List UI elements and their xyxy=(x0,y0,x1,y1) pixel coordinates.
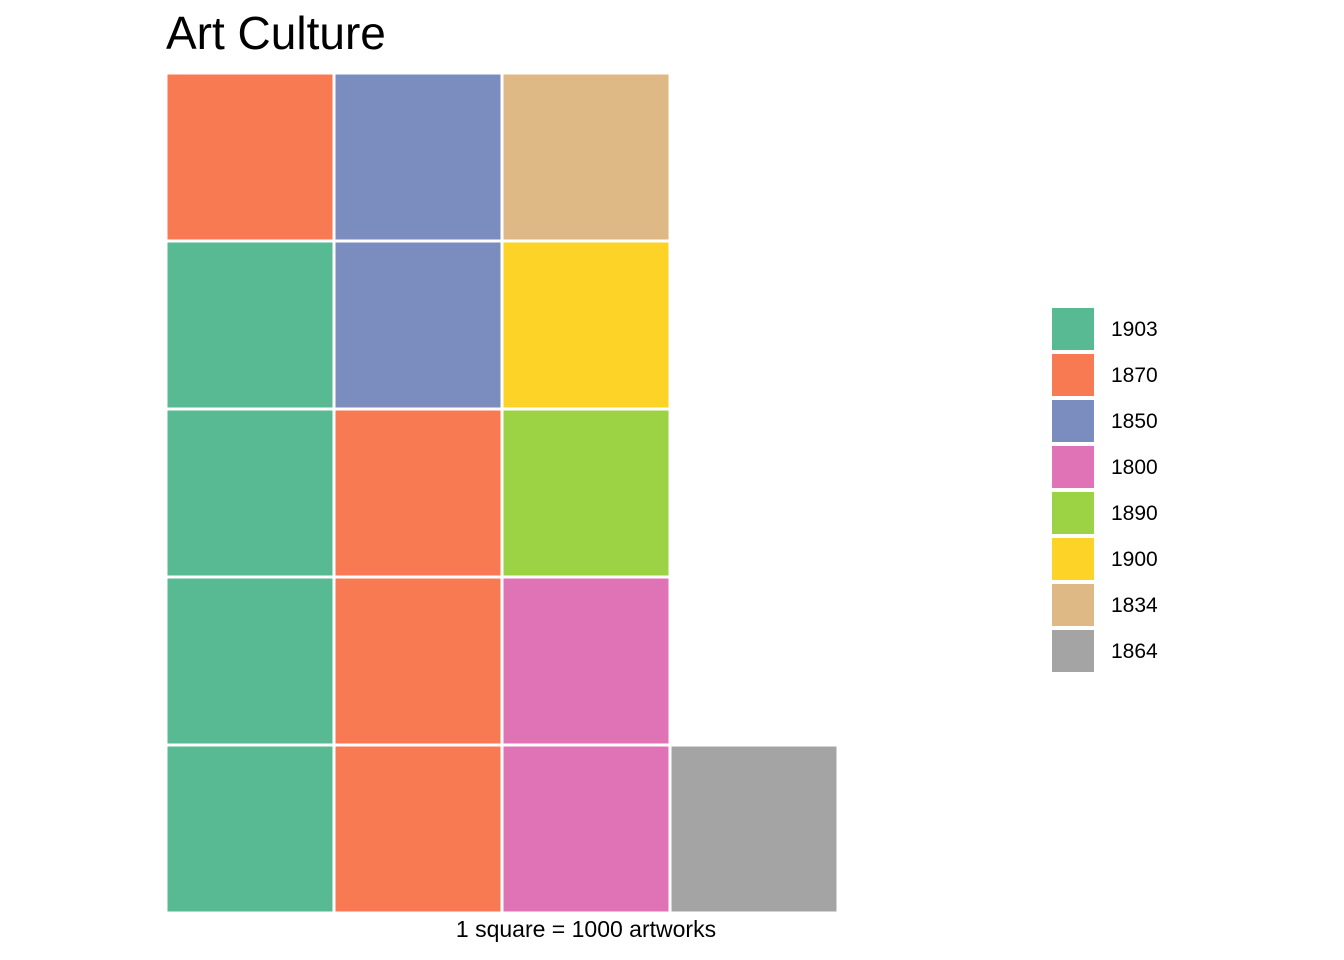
legend-label: 1900 xyxy=(1111,548,1158,571)
waffle-square-1903 xyxy=(167,242,333,408)
legend-label: 1903 xyxy=(1111,318,1158,341)
waffle-square-1864 xyxy=(671,746,837,912)
legend-label: 1800 xyxy=(1111,456,1158,479)
legend-swatch xyxy=(1052,400,1094,442)
waffle-square-1900 xyxy=(503,242,669,408)
legend-swatch xyxy=(1052,538,1094,580)
chart-caption: 1 square = 1000 artworks xyxy=(455,916,717,942)
waffle-square-1870 xyxy=(167,74,333,240)
legend-label: 1864 xyxy=(1111,640,1158,663)
waffle-square-1903 xyxy=(167,578,333,744)
waffle-square-1870 xyxy=(335,578,501,744)
waffle-square-1870 xyxy=(335,410,501,576)
waffle-square-1850 xyxy=(335,242,501,408)
legend-label: 1850 xyxy=(1111,410,1158,433)
waffle-square-1870 xyxy=(335,746,501,912)
waffle-square-1903 xyxy=(167,410,333,576)
legend-swatch xyxy=(1052,308,1094,350)
waffle-square-1903 xyxy=(167,746,333,912)
legend-swatch xyxy=(1052,630,1094,672)
waffle-square-1850 xyxy=(335,74,501,240)
legend-label: 1834 xyxy=(1111,594,1158,617)
legend-swatch xyxy=(1052,446,1094,488)
waffle-square-1890 xyxy=(503,410,669,576)
chart-title: Art Culture xyxy=(166,7,386,59)
legend-swatch xyxy=(1052,354,1094,396)
legend-swatch xyxy=(1052,492,1094,534)
legend-label: 1870 xyxy=(1111,364,1158,387)
waffle-square-1834 xyxy=(503,74,669,240)
waffle-square-1800 xyxy=(503,746,669,912)
legend-swatch xyxy=(1052,584,1094,626)
waffle-square-1800 xyxy=(503,578,669,744)
legend-label: 1890 xyxy=(1111,502,1158,525)
